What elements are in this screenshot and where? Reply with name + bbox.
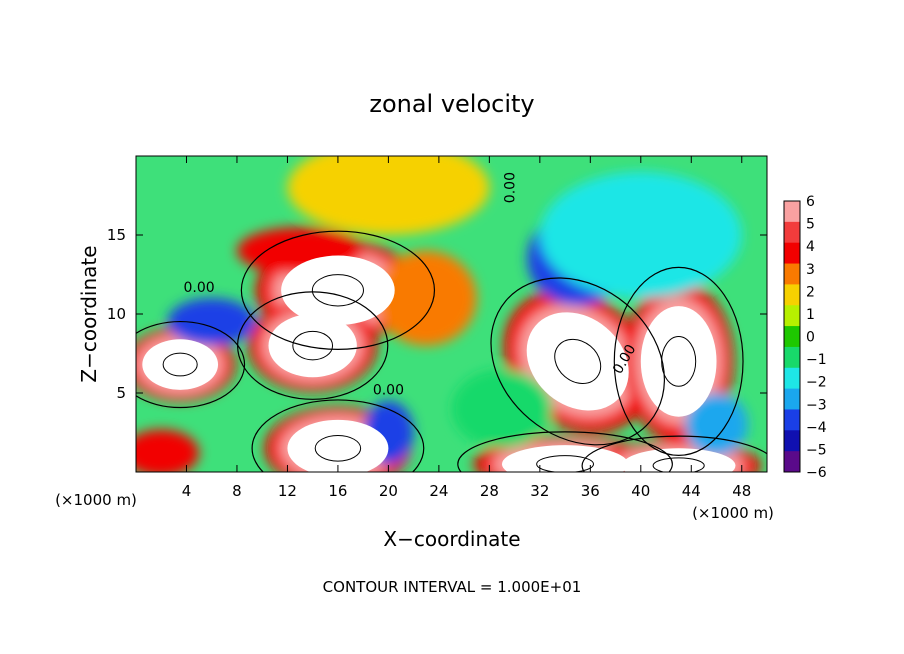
- inner-contour: [536, 455, 594, 472]
- inner-contour: [292, 330, 334, 361]
- colorbar-swatch: [784, 451, 800, 473]
- colorbar-swatch: [784, 346, 800, 369]
- y-axis: 5 10 15: [107, 226, 767, 402]
- zero-contour: [490, 277, 665, 446]
- inner-contour: [661, 336, 697, 387]
- y-tick-label: 15: [107, 226, 126, 244]
- colorbar-swatch: [784, 263, 800, 285]
- inner-contour: [311, 274, 364, 307]
- zero-contour: [136, 320, 246, 409]
- inner-contour: [554, 338, 602, 384]
- colorbar-swatch: [784, 388, 800, 410]
- colorbar-swatch: [784, 430, 800, 452]
- x-tick-label: 40: [631, 482, 650, 500]
- colorbar-tick-label: 0: [806, 330, 815, 346]
- colorbar-tick-label: 2: [806, 284, 815, 300]
- x-tick-label: 12: [278, 482, 297, 500]
- colorbar-tick-label: −4: [806, 420, 827, 436]
- colorbar-tick-label: −2: [806, 375, 827, 391]
- y-axis-label: Z−coordinate: [77, 245, 101, 382]
- velocity-region: [142, 339, 219, 390]
- zero-contour: [613, 266, 744, 457]
- colorbar-tick-label: −5: [806, 442, 827, 458]
- velocity-region: [501, 445, 629, 472]
- colorbar-swatch: [784, 326, 800, 348]
- contour-lines: 0.000.000.000.00: [136, 172, 767, 472]
- x-tick-label: 32: [530, 482, 549, 500]
- colorbar-tick-label: 5: [806, 217, 815, 233]
- contour-label: 0.00: [373, 383, 404, 399]
- x-tick-label: 44: [682, 482, 701, 500]
- velocity-region: [287, 419, 389, 472]
- colorbar-swatch: [784, 201, 800, 223]
- velocity-region: [268, 314, 357, 378]
- colorbar-tick-label: 1: [806, 307, 815, 323]
- x-tick-label: 4: [182, 482, 192, 500]
- plot-area: 0.000.000.000.00: [135, 155, 768, 473]
- zero-contour: [251, 399, 425, 472]
- zero-contour: [240, 230, 436, 350]
- velocity-region: [684, 393, 749, 457]
- x-tick-label: 48: [732, 482, 751, 500]
- velocity-region: [451, 369, 553, 449]
- velocity-region: [640, 306, 717, 417]
- inner-contour: [652, 457, 705, 472]
- velocity-region: [526, 312, 629, 411]
- colorbar-tick-label: 4: [806, 239, 815, 255]
- colorbar-tick-label: −3: [806, 397, 827, 413]
- velocity-region: [281, 255, 395, 326]
- x-tick-label: 16: [328, 482, 347, 500]
- contour-label: 0.00: [184, 280, 215, 296]
- x-tick-label: 20: [379, 482, 398, 500]
- x-tick-label: 24: [429, 482, 448, 500]
- contour-interval-note: CONTOUR INTERVAL = 1.000E+01: [323, 578, 582, 596]
- x-unit-left: (×1000 m): [55, 491, 137, 509]
- zero-contour: [581, 435, 767, 472]
- x-tick-label: 36: [581, 482, 600, 500]
- inner-contour: [162, 352, 198, 377]
- colorbar-tick-label: −6: [806, 465, 827, 481]
- colorbar: 6 5 4 3 2 1 0 −1 −2 −3 −4 −5 −6: [783, 194, 827, 481]
- y-tick-label: 5: [116, 384, 126, 402]
- x-axis: 4 8 12 16 20 24 28 32 36 40 44 48: [182, 156, 751, 500]
- colorbar-swatch: [784, 221, 800, 244]
- colorbar-swatch: [784, 409, 800, 431]
- chart-title: zonal velocity: [369, 90, 534, 118]
- colorbar-tick-label: 3: [806, 262, 815, 278]
- x-axis-label: X−coordinate: [383, 527, 520, 551]
- colorbar-tick-label: −1: [806, 352, 827, 368]
- inner-contour: [314, 435, 362, 462]
- velocity-region: [167, 298, 256, 346]
- y-tick-label: 10: [107, 305, 126, 323]
- velocity-field: [136, 156, 761, 472]
- zero-contour: [457, 431, 673, 472]
- velocity-region: [539, 171, 742, 299]
- colorbar-swatch: [784, 242, 800, 265]
- velocity-region: [375, 250, 477, 346]
- velocity-region: [621, 448, 736, 472]
- contour-label: 0.00: [503, 172, 519, 203]
- colorbar-swatch: [784, 367, 800, 390]
- velocity-region: [287, 156, 490, 235]
- velocity-region: [136, 429, 200, 472]
- x-unit-right: (×1000 m): [692, 504, 774, 522]
- colorbar-tick-label: 6: [806, 194, 815, 210]
- colorbar-frame: [783, 200, 801, 473]
- colorbar-swatch: [784, 284, 800, 306]
- colorbar-swatch: [784, 305, 800, 327]
- x-tick-label: 8: [232, 482, 242, 500]
- x-tick-label: 28: [480, 482, 499, 500]
